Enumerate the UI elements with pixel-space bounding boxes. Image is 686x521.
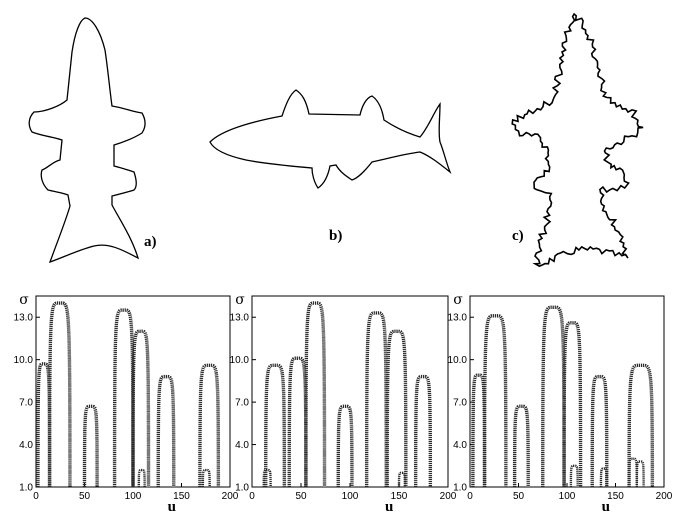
shape-c-label: c) bbox=[512, 228, 524, 244]
sigma-arch bbox=[112, 308, 135, 488]
x-tick-label: 0 bbox=[467, 491, 473, 502]
x-tick-label: 50 bbox=[79, 491, 91, 502]
y-tick-label: 13.0 bbox=[448, 313, 468, 324]
sigma-small-arch bbox=[262, 468, 272, 488]
y-tick-label: 1.0 bbox=[453, 483, 467, 494]
y-tick-label: 7.0 bbox=[235, 398, 249, 409]
y-tick-label: 1.0 bbox=[235, 483, 249, 494]
sigma-arch bbox=[36, 362, 52, 488]
x-tick-label: 0 bbox=[249, 491, 255, 502]
sigma-arch bbox=[131, 329, 151, 488]
sigma-small-arch bbox=[569, 464, 579, 488]
sigma-small-arch bbox=[599, 467, 608, 488]
y-tick-label: 10.0 bbox=[448, 355, 468, 366]
sigma-arch bbox=[156, 374, 176, 488]
sigma-plot-3: 1.0 4.0 7.0 10.0 13.0 0 50 100 150 200 u σ bbox=[448, 292, 673, 515]
x-tick-label: 50 bbox=[513, 491, 525, 502]
sigma-small-arch bbox=[397, 471, 407, 488]
x-axis-label: u bbox=[168, 499, 176, 515]
y-axis-label: σ bbox=[235, 292, 245, 308]
shape-a-label: a) bbox=[144, 234, 157, 250]
x-tick-label: 50 bbox=[295, 491, 307, 502]
sigma-arch bbox=[512, 404, 530, 488]
x-tick-label: 100 bbox=[559, 491, 576, 502]
y-tick-label: 4.0 bbox=[453, 440, 467, 451]
sigma-arch bbox=[364, 311, 388, 488]
shape-a-outline bbox=[28, 17, 146, 264]
sigma-arch bbox=[287, 356, 308, 488]
shape-b-label: b) bbox=[329, 228, 342, 244]
x-tick-label: 150 bbox=[607, 491, 624, 502]
x-tick-label: 200 bbox=[440, 491, 457, 502]
x-tick-label: 200 bbox=[656, 491, 673, 502]
y-tick-label: 1.0 bbox=[19, 483, 33, 494]
plot-frame bbox=[251, 295, 449, 488]
x-tick-label: 0 bbox=[33, 491, 39, 502]
sigma-arch bbox=[82, 404, 99, 488]
sigma-plot-1: 1.0 4.0 7.0 10.0 13.0 0 50 100 150 200 u σ bbox=[14, 292, 239, 515]
sigma-arch bbox=[541, 305, 566, 488]
sigma-arch bbox=[482, 314, 508, 488]
sigma-arch bbox=[590, 374, 609, 488]
shape-c-outline bbox=[511, 12, 644, 268]
x-tick-label: 100 bbox=[125, 491, 142, 502]
x-tick-label: 100 bbox=[342, 491, 359, 502]
x-tick-label: 200 bbox=[222, 491, 239, 502]
sigma-small-arch bbox=[137, 468, 146, 488]
y-tick-label: 7.0 bbox=[19, 398, 33, 409]
sigma-small-arch bbox=[635, 460, 645, 488]
sigma-arch bbox=[304, 301, 327, 488]
sigma-arch bbox=[264, 363, 287, 488]
x-tick-label: 150 bbox=[391, 491, 408, 502]
sigma-small-arch bbox=[201, 468, 211, 488]
x-axis-label: u bbox=[602, 499, 610, 515]
shape-b-outline bbox=[209, 89, 452, 189]
sigma-arch bbox=[336, 404, 354, 488]
y-tick-label: 10.0 bbox=[14, 355, 34, 366]
sigma-arch bbox=[47, 301, 72, 488]
sigma-arch bbox=[471, 373, 487, 488]
y-tick-label: 13.0 bbox=[14, 313, 34, 324]
sigma-arch bbox=[627, 363, 655, 488]
y-axis-label: σ bbox=[19, 292, 29, 308]
y-tick-label: 4.0 bbox=[19, 440, 33, 451]
x-tick-label: 150 bbox=[173, 491, 190, 502]
y-tick-label: 7.0 bbox=[453, 398, 467, 409]
sigma-arch bbox=[385, 329, 408, 488]
y-tick-label: 10.0 bbox=[230, 355, 250, 366]
sigma-arch bbox=[413, 374, 433, 488]
sigma-arch bbox=[562, 321, 583, 488]
y-tick-label: 13.0 bbox=[230, 313, 250, 324]
sigma-arch bbox=[198, 363, 221, 488]
x-axis-label: u bbox=[385, 499, 393, 515]
sigma-plot-2: 1.0 4.0 7.0 10.0 13.0 0 50 100 150 200 u σ bbox=[230, 292, 457, 515]
y-tick-label: 4.0 bbox=[235, 440, 249, 451]
y-axis-label: σ bbox=[453, 292, 463, 308]
